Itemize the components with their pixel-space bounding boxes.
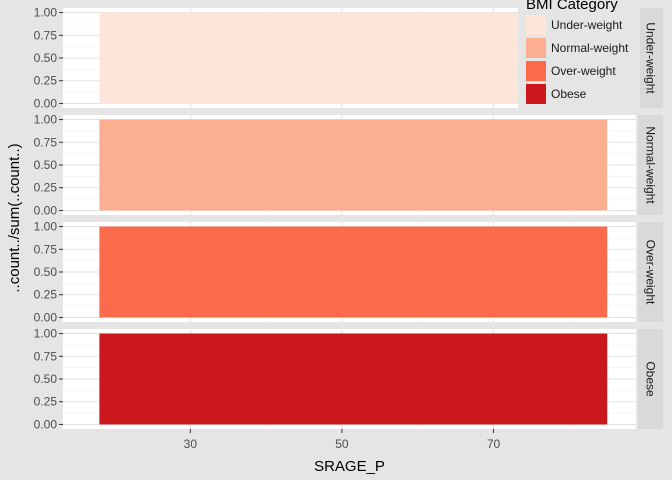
legend-key-3 <box>526 61 546 81</box>
y-tick-label: 0.75 <box>34 242 58 256</box>
x-tick-label: 50 <box>335 437 349 451</box>
legend-label: Obese <box>551 87 587 101</box>
y-tick-label: 0.25 <box>34 395 58 409</box>
y-tick-label: 0.25 <box>34 288 58 302</box>
facet-label: Obese <box>644 361 658 397</box>
y-tick-label: 0.75 <box>34 135 58 149</box>
y-tick-label: 0.00 <box>34 96 58 110</box>
x-axis-title: SRAGE_P <box>314 458 385 475</box>
facet-strip-1 <box>638 8 663 108</box>
y-tick-label: 0.50 <box>34 51 58 65</box>
x-tick-label: 70 <box>487 437 501 451</box>
y-tick-label: 0.00 <box>34 417 58 431</box>
facet-label: Normal-weight <box>644 126 658 204</box>
y-tick-label: 0.50 <box>34 372 58 386</box>
y-tick-label: 1.00 <box>34 327 58 341</box>
y-tick-label: 0.25 <box>34 74 58 88</box>
y-tick-label: 0.25 <box>34 181 58 195</box>
y-tick-label: 0.75 <box>34 349 58 363</box>
facet-label: Under-weight <box>644 22 658 94</box>
bar-2 <box>99 119 608 211</box>
legend-label: Over-weight <box>551 64 616 78</box>
facet-label: Over-weight <box>644 240 658 305</box>
y-tick-label: 0.00 <box>34 310 58 324</box>
y-tick-label: 0.75 <box>34 28 58 42</box>
bar-4 <box>99 333 608 425</box>
facet-strip-2 <box>638 115 663 215</box>
legend-label: Normal-weight <box>551 41 629 55</box>
bar-3 <box>99 226 608 318</box>
y-axis-title: ..count../sum(..count..) <box>6 143 23 292</box>
y-tick-label: 0.50 <box>34 265 58 279</box>
x-tick-label: 30 <box>184 437 198 451</box>
y-tick-label: 1.00 <box>34 220 58 234</box>
facet-strip-3 <box>638 222 663 322</box>
legend-label: Under-weight <box>551 18 623 32</box>
y-tick-label: 0.00 <box>34 203 58 217</box>
legend-title: BMI Category <box>526 0 618 13</box>
legend-key-1 <box>526 15 546 35</box>
y-tick-label: 0.50 <box>34 158 58 172</box>
facet-strip-4 <box>638 329 663 429</box>
legend-key-2 <box>526 38 546 58</box>
y-tick-label: 1.00 <box>34 6 58 20</box>
legend-key-4 <box>526 84 546 104</box>
y-tick-label: 1.00 <box>34 113 58 127</box>
